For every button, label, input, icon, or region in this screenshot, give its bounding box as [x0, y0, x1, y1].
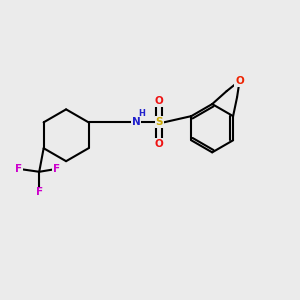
Text: F: F [53, 164, 61, 174]
Text: F: F [15, 164, 22, 174]
Text: O: O [235, 76, 244, 86]
Text: N: N [132, 117, 141, 127]
Text: O: O [155, 96, 164, 106]
Text: O: O [155, 139, 164, 148]
Text: F: F [36, 188, 43, 197]
Text: S: S [155, 117, 163, 127]
Text: H: H [138, 109, 145, 118]
